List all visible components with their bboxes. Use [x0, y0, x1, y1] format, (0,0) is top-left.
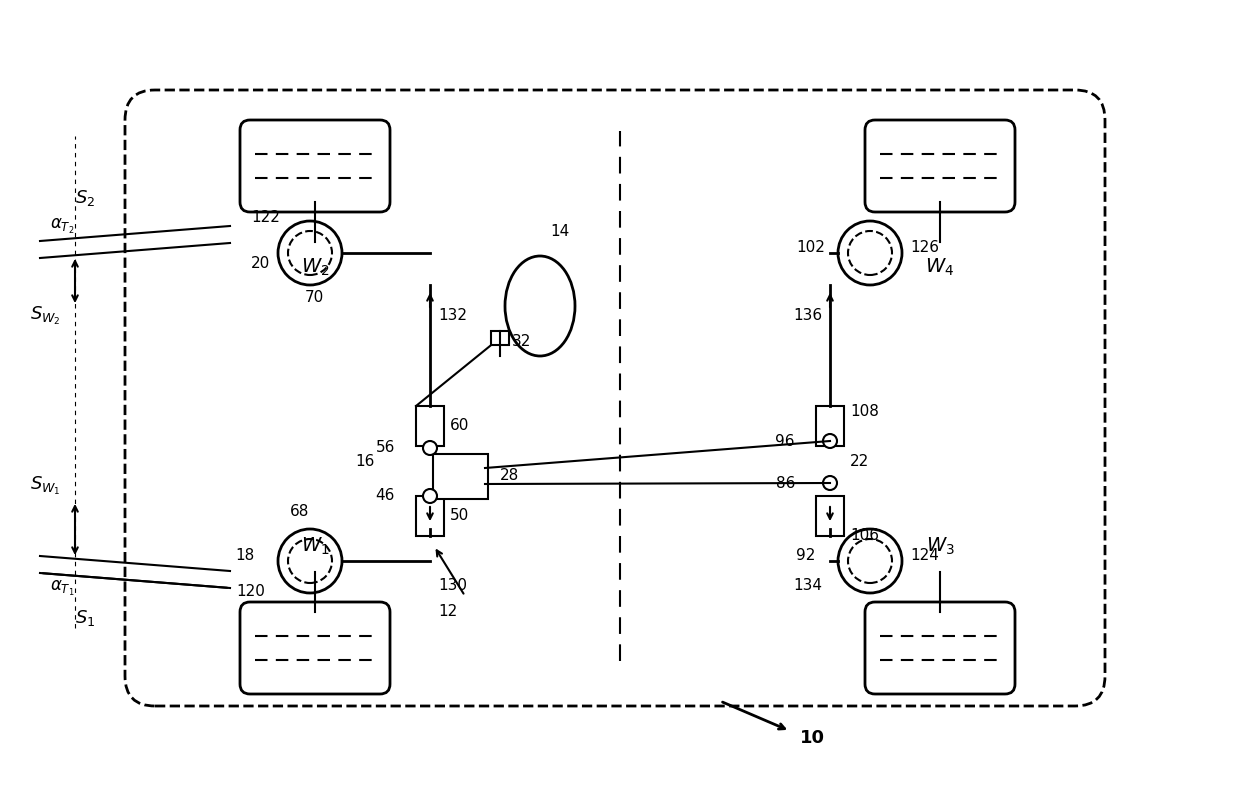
Text: 102: 102 [796, 240, 825, 256]
Bar [433, 454, 487, 498]
Bar [816, 496, 844, 536]
Text: 70: 70 [305, 291, 324, 306]
FancyBboxPatch shape [241, 602, 391, 694]
Ellipse shape [505, 256, 575, 356]
Text: 14: 14 [551, 224, 569, 239]
Bar [491, 331, 508, 345]
Text: 20: 20 [250, 256, 270, 271]
Text: 124: 124 [910, 548, 939, 564]
Text: $S_{W_1}$: $S_{W_1}$ [30, 475, 61, 497]
Bar [415, 406, 444, 446]
Text: 86: 86 [776, 475, 795, 490]
FancyBboxPatch shape [866, 602, 1016, 694]
Text: 50: 50 [450, 509, 469, 524]
Text: 130: 130 [438, 579, 467, 594]
Text: 10: 10 [800, 729, 825, 747]
Text: $W_4$: $W_4$ [925, 257, 955, 279]
Text: 16: 16 [356, 454, 374, 469]
Circle shape [823, 476, 837, 490]
Text: 122: 122 [252, 210, 280, 225]
Circle shape [823, 434, 837, 448]
Text: 120: 120 [236, 583, 265, 599]
Bar [816, 406, 844, 446]
Text: $\alpha_{T_1}$: $\alpha_{T_1}$ [50, 579, 74, 598]
Text: $W_2$: $W_2$ [301, 257, 330, 279]
Text: $S_1$: $S_1$ [74, 608, 95, 628]
Text: $W_1$: $W_1$ [300, 536, 330, 557]
Text: 108: 108 [849, 404, 879, 419]
Circle shape [423, 441, 436, 455]
Text: 92: 92 [796, 548, 815, 564]
Text: 136: 136 [792, 309, 822, 323]
Text: 96: 96 [775, 434, 795, 448]
Text: 126: 126 [910, 240, 939, 256]
Text: 28: 28 [500, 469, 520, 483]
Circle shape [423, 489, 436, 503]
Text: 60: 60 [450, 419, 470, 434]
Text: 132: 132 [438, 309, 467, 323]
Text: 22: 22 [849, 454, 869, 469]
Bar [415, 496, 444, 536]
Text: $S_2$: $S_2$ [74, 188, 95, 208]
Text: 56: 56 [376, 440, 396, 455]
Text: 12: 12 [438, 603, 458, 618]
Text: 134: 134 [794, 579, 822, 594]
Text: 46: 46 [376, 489, 396, 504]
FancyBboxPatch shape [241, 120, 391, 212]
Text: 32: 32 [512, 334, 532, 349]
Text: $S_{W_2}$: $S_{W_2}$ [30, 305, 61, 327]
Text: 18: 18 [236, 548, 255, 564]
Text: $W_3$: $W_3$ [925, 536, 955, 557]
Text: $\alpha_{T_2}$: $\alpha_{T_2}$ [50, 217, 74, 236]
Text: 106: 106 [849, 529, 879, 544]
FancyBboxPatch shape [866, 120, 1016, 212]
Text: 68: 68 [290, 504, 309, 519]
